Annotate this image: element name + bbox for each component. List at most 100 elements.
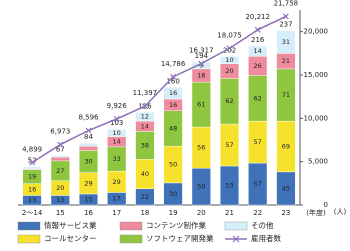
bar-segment bbox=[135, 112, 155, 122]
legend-swatch bbox=[224, 221, 248, 231]
y2-tick-label: 5,000 bbox=[308, 158, 328, 166]
segment-label: 26 bbox=[254, 62, 262, 70]
segment-label: 57 bbox=[254, 180, 262, 188]
total-label: 194 bbox=[195, 52, 209, 60]
line-label: 6,973 bbox=[50, 128, 70, 136]
segment-label: 17 bbox=[113, 195, 121, 203]
x-tick-label: 18 bbox=[140, 209, 149, 217]
segment-label: 48 bbox=[169, 124, 177, 132]
x-tick-label: 20 bbox=[197, 209, 206, 217]
segment-label: 71 bbox=[282, 91, 290, 99]
line-marker bbox=[85, 127, 92, 134]
segment-label: 61 bbox=[197, 101, 205, 109]
line-marker bbox=[198, 60, 205, 67]
y2-tick-label: 20,000 bbox=[304, 28, 329, 36]
segment-label: 45 bbox=[282, 184, 290, 192]
segment-label: 16 bbox=[169, 89, 177, 97]
segment-label: 62 bbox=[225, 97, 233, 105]
segment-label: 9 bbox=[199, 62, 203, 70]
segment-label: 16 bbox=[28, 186, 36, 194]
line-marker bbox=[29, 159, 36, 166]
x-tick-label: 21 bbox=[225, 209, 234, 217]
segment-label: 50 bbox=[169, 161, 177, 169]
bar-segment bbox=[50, 155, 70, 158]
legend-swatch bbox=[119, 221, 143, 231]
segment-label: 15 bbox=[84, 195, 92, 203]
segment-label: 13 bbox=[28, 196, 36, 204]
x-tick-label: 15 bbox=[56, 209, 65, 217]
segment-label: 19 bbox=[28, 173, 36, 181]
total-label: 216 bbox=[251, 36, 265, 44]
bar-segment bbox=[50, 156, 70, 162]
total-label: 52 bbox=[28, 157, 37, 165]
total-label: 84 bbox=[84, 133, 93, 141]
segment-label: 57 bbox=[225, 141, 233, 149]
segment-label: 27 bbox=[56, 167, 64, 175]
bar-segment bbox=[78, 142, 99, 147]
bar-segment bbox=[163, 87, 183, 100]
segment-label: 14 bbox=[141, 122, 149, 130]
y2-tick-label: 10,000 bbox=[304, 114, 329, 122]
segment-label: 20 bbox=[225, 67, 233, 75]
segment-label: 21 bbox=[282, 57, 290, 65]
segment-label: 38 bbox=[141, 141, 149, 149]
legend-label: コンテンツ制作業 bbox=[146, 220, 206, 230]
x-tick-label: 19 bbox=[169, 209, 178, 217]
line-label: 21,758 bbox=[274, 0, 299, 7]
legend-marker bbox=[232, 235, 240, 243]
line-marker bbox=[113, 116, 120, 122]
line-marker bbox=[141, 103, 148, 110]
segment-label: 56 bbox=[197, 144, 205, 152]
legend-label: ソフトウェア開発業 bbox=[146, 233, 214, 243]
segment-label: 30 bbox=[84, 158, 92, 166]
line-label: 20,212 bbox=[245, 13, 270, 21]
y2-tick-label: 0 bbox=[324, 201, 328, 209]
total-label: 103 bbox=[110, 119, 123, 127]
segment-label: 29 bbox=[84, 179, 92, 187]
line-label: 11,397 bbox=[133, 89, 158, 97]
segment-label: 20 bbox=[56, 184, 64, 192]
bar-segment bbox=[219, 56, 240, 64]
bar-segment bbox=[22, 166, 42, 170]
line-label: 18,075 bbox=[217, 31, 242, 39]
segment-label: 14 bbox=[254, 47, 262, 55]
segment-label: 12 bbox=[141, 113, 149, 121]
y2-unit: (人) bbox=[334, 208, 347, 216]
line-label: 8,596 bbox=[78, 114, 99, 122]
segment-label: 14 bbox=[113, 138, 121, 146]
line-label: 9,926 bbox=[107, 102, 128, 110]
segment-label: 50 bbox=[197, 183, 205, 191]
legend-swatch bbox=[119, 234, 143, 244]
bar-segment bbox=[107, 129, 127, 137]
x-tick-label: 22 bbox=[253, 209, 262, 217]
legend-swatch bbox=[17, 221, 41, 231]
line-label: 16,317 bbox=[189, 47, 214, 55]
segment-label: 33 bbox=[113, 155, 121, 163]
total-label: 160 bbox=[166, 77, 179, 85]
bar-segment bbox=[276, 30, 296, 54]
line-marker bbox=[57, 141, 64, 148]
segment-label: 30 bbox=[169, 190, 177, 198]
legend-label: その他 bbox=[251, 220, 274, 230]
segment-label: 18 bbox=[197, 71, 205, 79]
legend-swatch bbox=[17, 234, 41, 244]
segment-label: 40 bbox=[141, 170, 149, 178]
total-label: 202 bbox=[223, 46, 236, 54]
bar-segment bbox=[191, 62, 211, 70]
x-tick-label: 2～14 bbox=[22, 209, 43, 217]
line-marker bbox=[170, 73, 177, 80]
legend-label: 情報サービス業 bbox=[44, 220, 97, 230]
line-marker bbox=[282, 13, 289, 20]
line-marker bbox=[254, 26, 261, 33]
legend-label: 雇用者数 bbox=[251, 233, 281, 243]
line-label: 14,786 bbox=[161, 60, 186, 68]
bar-segment bbox=[78, 145, 99, 151]
x-unit: (年度) bbox=[306, 208, 326, 217]
segment-label: 16 bbox=[169, 101, 177, 109]
segment-label: 22 bbox=[141, 193, 149, 201]
segment-label: 10 bbox=[113, 129, 121, 137]
legend-label: コールセンター bbox=[44, 234, 97, 243]
x-tick-label: 16 bbox=[84, 209, 93, 217]
segment-label: 29 bbox=[113, 178, 121, 186]
